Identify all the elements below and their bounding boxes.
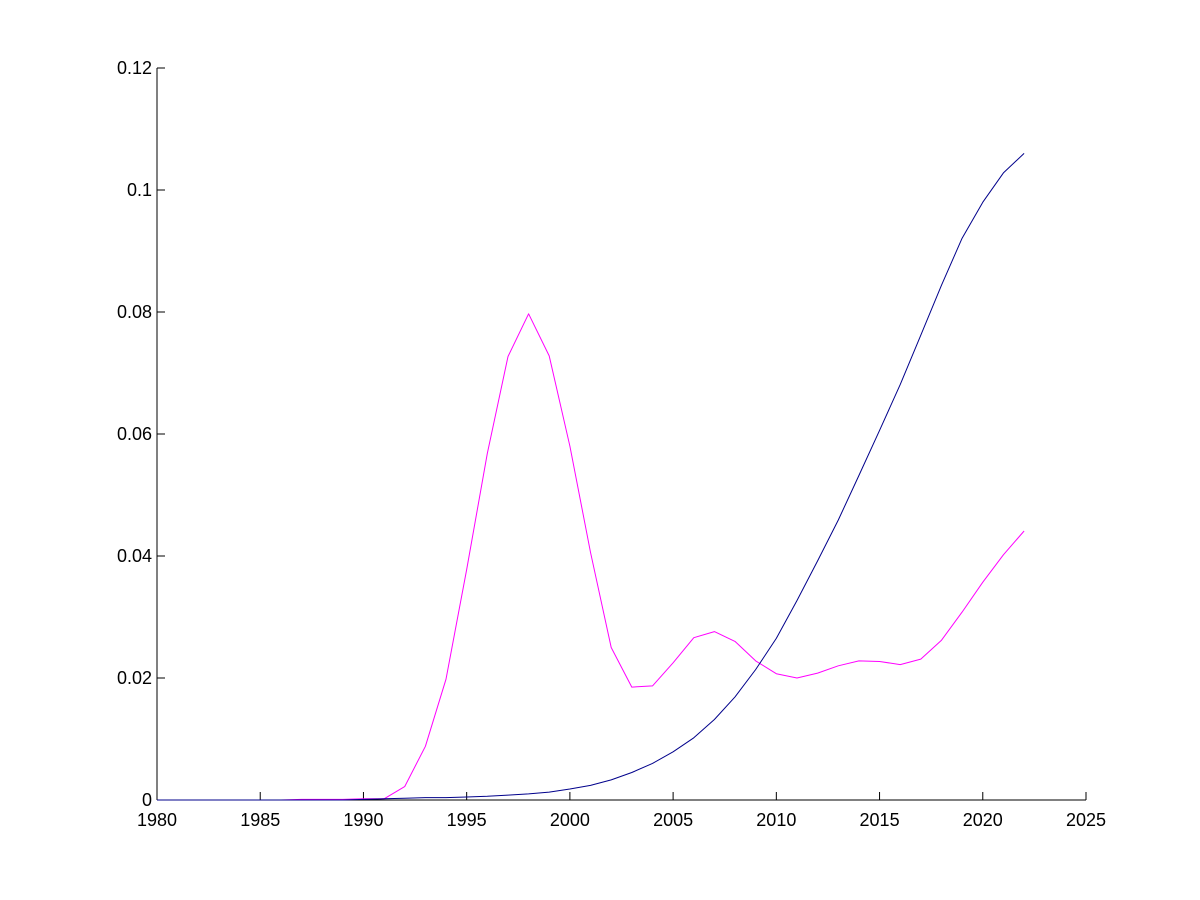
y-ticks: 0 0.02 0.04 0.06 0.08 0.1 0.12 <box>117 58 165 810</box>
y-tick-label: 0.06 <box>117 424 152 444</box>
x-tick-label: 1980 <box>137 810 177 830</box>
x-tick-label: 2010 <box>756 810 796 830</box>
series-line-2 <box>157 153 1025 801</box>
x-tick-label: 2005 <box>653 810 693 830</box>
y-tick-label: 0.08 <box>117 302 152 322</box>
y-tick-label: 0.1 <box>127 180 152 200</box>
y-tick-label: 0.02 <box>117 668 152 688</box>
y-tick-label: 0.12 <box>117 58 152 78</box>
x-tick-label: 1985 <box>240 810 280 830</box>
x-tick-label: 1990 <box>343 810 383 830</box>
axes <box>156 68 1086 801</box>
x-tick-label: 2025 <box>1066 810 1106 830</box>
x-tick-label: 2000 <box>550 810 590 830</box>
x-ticks: 1980 1985 1990 1995 2000 2005 2010 2015 2020 2025 <box>137 792 1106 830</box>
x-tick-label: 2015 <box>860 810 900 830</box>
y-tick-label: 0 <box>142 790 152 810</box>
x-tick-label: 2020 <box>963 810 1003 830</box>
x-tick-label: 1995 <box>447 810 487 830</box>
series-line-1 <box>157 313 1025 801</box>
y-tick-label: 0.04 <box>117 546 152 566</box>
series-layer <box>157 153 1025 801</box>
